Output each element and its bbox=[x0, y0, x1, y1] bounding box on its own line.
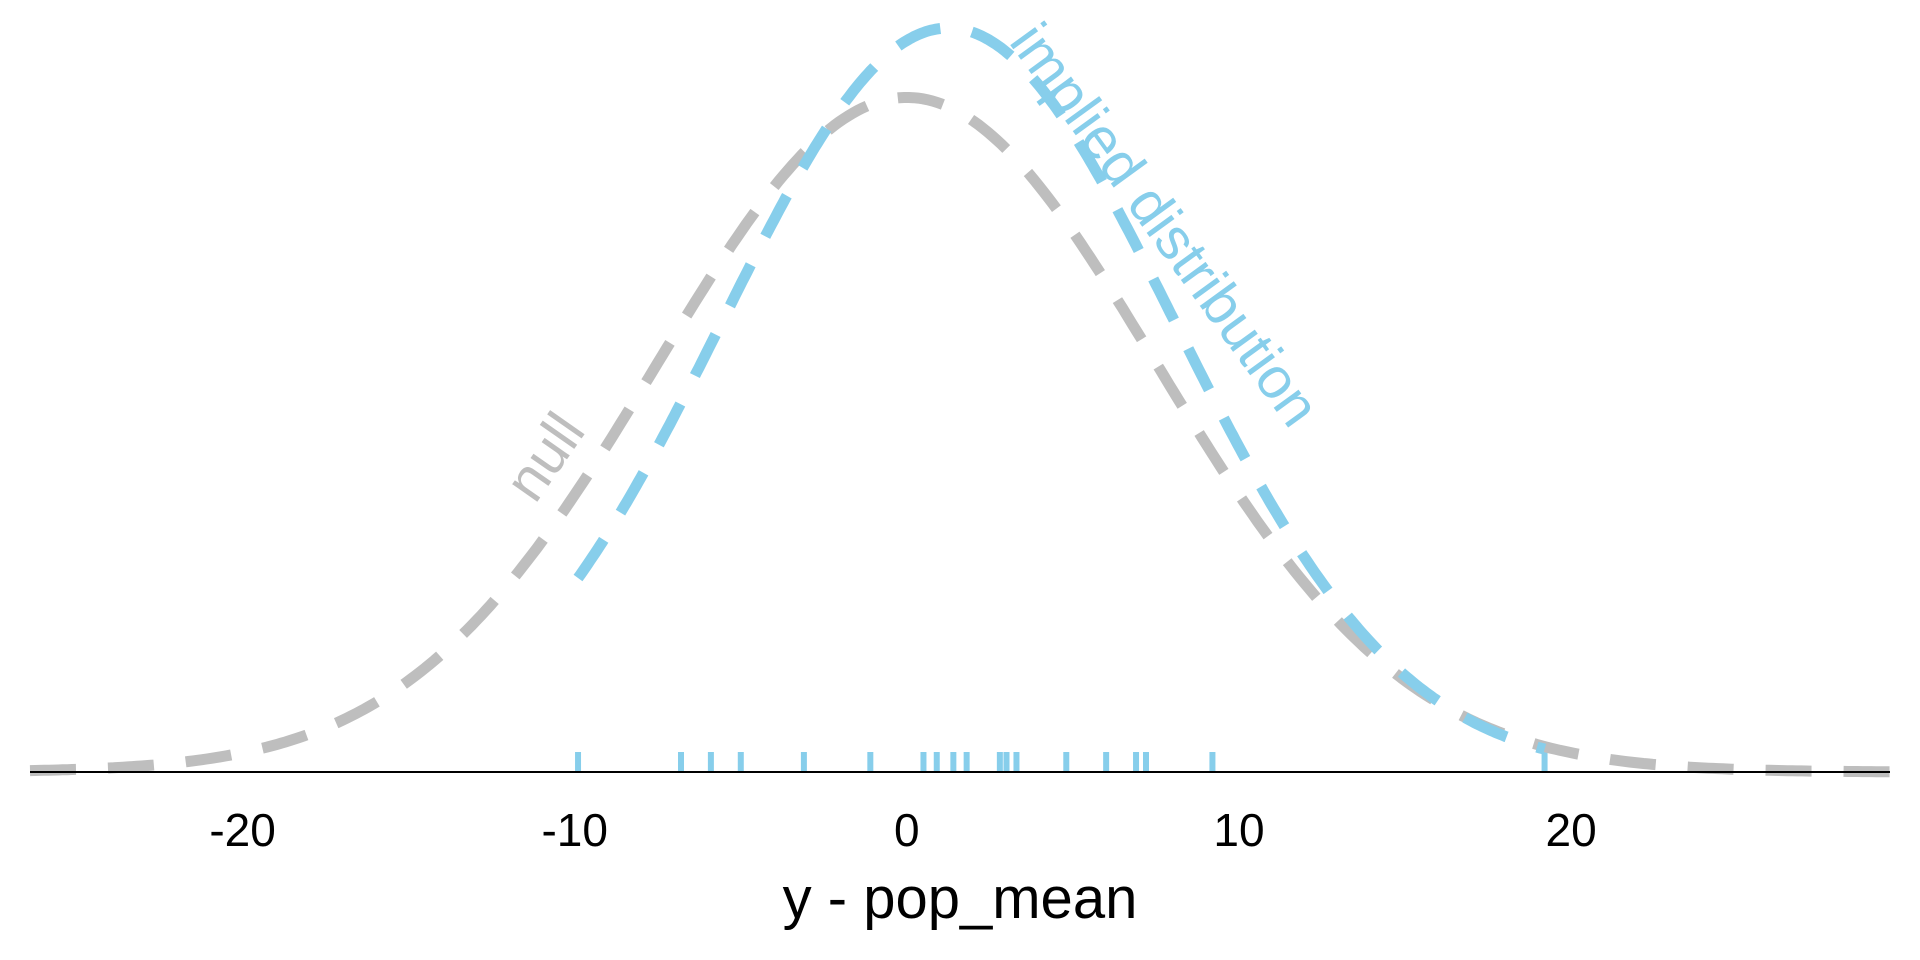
implied-curve bbox=[573, 22, 1547, 755]
rug-layer bbox=[575, 752, 1548, 771]
curve-layer bbox=[29, 22, 1890, 778]
null-curve bbox=[29, 92, 1890, 778]
x-tick-label: -20 bbox=[209, 804, 275, 856]
x-axis-title: y - pop_mean bbox=[783, 866, 1138, 931]
x-tick-label: 20 bbox=[1546, 804, 1597, 856]
null-curve-label: null bbox=[492, 401, 597, 512]
x-tick-label: 10 bbox=[1213, 804, 1264, 856]
x-tick-label: 0 bbox=[894, 804, 920, 856]
x-tick-label: -10 bbox=[541, 804, 607, 856]
x-tick-labels: -20 -10 0 10 20 bbox=[209, 804, 1596, 856]
